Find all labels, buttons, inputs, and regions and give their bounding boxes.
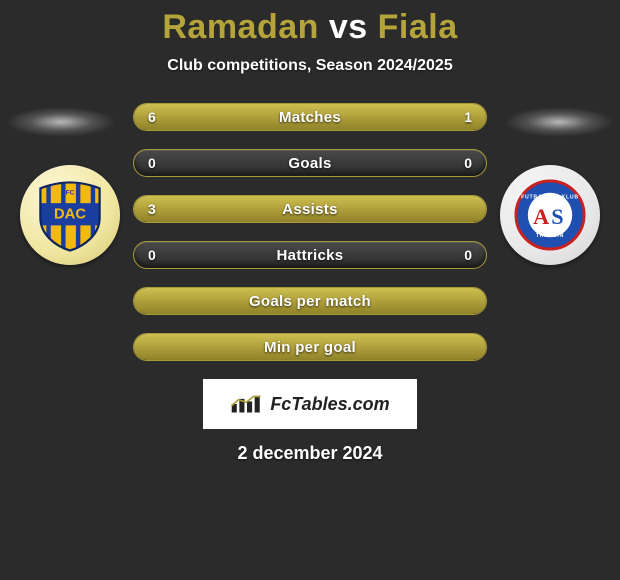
stat-value-left: 3 (148, 196, 156, 222)
stat-row: Min per goal (133, 333, 487, 361)
bar-layer: Matches (134, 104, 486, 130)
right-team-crest: FUTBALOVÝ KLUB TRENČÍN A S (500, 165, 600, 265)
stat-row: Matches 6 1 (133, 103, 487, 131)
stat-value-right: 1 (464, 104, 472, 130)
stat-label: Goals (288, 155, 331, 172)
bar-layer: Assists (134, 196, 486, 222)
bar-layer: Goals (134, 150, 486, 176)
subtitle: Club competitions, Season 2024/2025 (0, 57, 620, 75)
stat-row: Assists 3 (133, 195, 487, 223)
svg-text:A: A (533, 204, 549, 229)
svg-text:DAC: DAC (54, 207, 86, 223)
left-spotlight (6, 107, 116, 137)
bar-layer: Hattricks (134, 242, 486, 268)
page-title: Ramadan vs Fiala (0, 0, 620, 47)
stat-value-left: 0 (148, 242, 156, 268)
stat-label: Assists (282, 201, 337, 218)
badge-text: FcTables.com (270, 394, 389, 415)
footer-date: 2 december 2024 (0, 443, 620, 464)
stat-value-right: 0 (464, 242, 472, 268)
stat-value-left: 0 (148, 150, 156, 176)
stat-label: Min per goal (264, 339, 356, 356)
player1-name: Ramadan (162, 8, 319, 46)
svg-text:S: S (551, 204, 563, 229)
stat-row: Goals per match (133, 287, 487, 315)
bar-layer: Goals per match (134, 288, 486, 314)
svg-text:FC: FC (66, 189, 75, 196)
bar-layer: Min per goal (134, 334, 486, 360)
stat-label: Matches (279, 109, 341, 126)
stat-value-right: 0 (464, 150, 472, 176)
vs-text: vs (329, 8, 368, 46)
fctables-badge: FcTables.com (203, 379, 417, 429)
stat-label: Goals per match (249, 293, 371, 310)
stat-row: Hattricks 0 0 (133, 241, 487, 269)
comparison-panel: DAC FC FUTBALOVÝ KLUB TRENČÍN A S Matche… (0, 103, 620, 464)
left-team-crest: DAC FC (20, 165, 120, 265)
player2-name: Fiala (378, 8, 458, 46)
right-spotlight (504, 107, 614, 137)
svg-text:FUTBALOVÝ KLUB: FUTBALOVÝ KLUB (521, 194, 579, 201)
stat-value-left: 6 (148, 104, 156, 130)
trencin-crest-icon: FUTBALOVÝ KLUB TRENČÍN A S (513, 178, 587, 252)
bar-chart-icon (230, 393, 264, 415)
stat-label: Hattricks (277, 247, 344, 264)
stat-row: Goals 0 0 (133, 149, 487, 177)
stat-bars: Matches61Goals00Assists3Hattricks00Goals… (133, 103, 487, 361)
dac-crest-icon: DAC FC (33, 178, 107, 252)
